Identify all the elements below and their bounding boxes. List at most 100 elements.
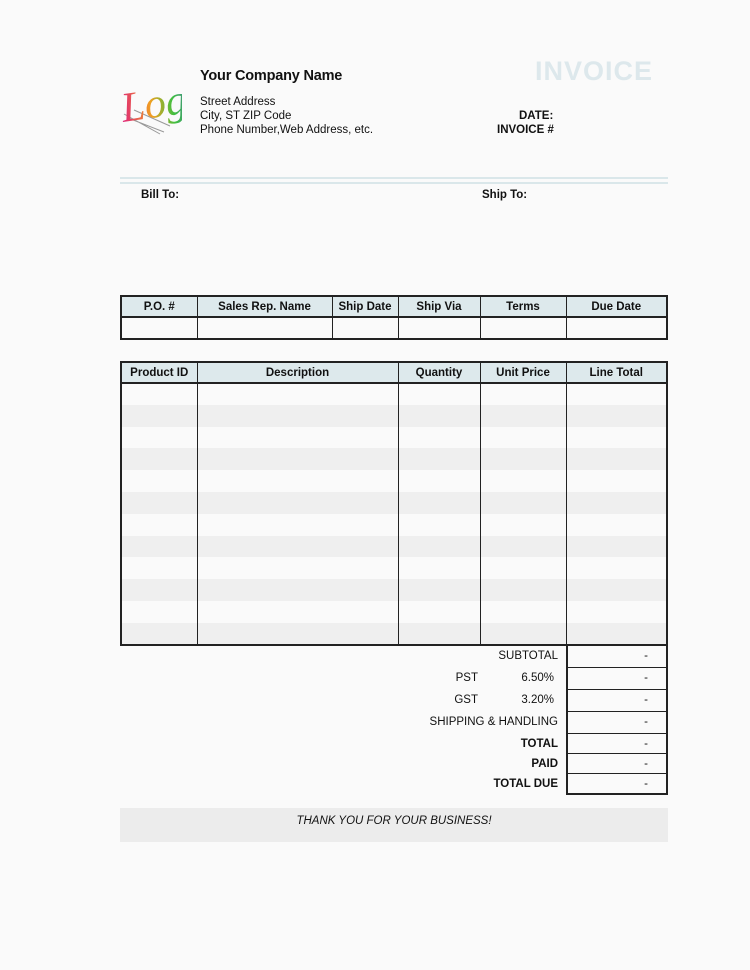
description-cell[interactable]: [196, 579, 399, 601]
invoice-title: INVOICE: [535, 56, 654, 86]
ship-date-cell[interactable]: [331, 316, 399, 340]
totals-row: TOTAL -: [120, 734, 668, 754]
line-total-cell[interactable]: [565, 448, 668, 471]
company-name: Your Company Name: [200, 68, 343, 84]
line-total-cell[interactable]: [565, 383, 668, 405]
unit-price-cell[interactable]: [479, 448, 567, 471]
due-date-cell[interactable]: [565, 316, 668, 340]
total-value: -: [566, 754, 668, 774]
header-sales-rep: Sales Rep. Name: [196, 295, 333, 318]
sales-rep-cell[interactable]: [196, 316, 333, 340]
unit-price-cell[interactable]: [479, 491, 567, 514]
product-id-cell[interactable]: [120, 404, 198, 427]
unit-price-cell[interactable]: [479, 470, 567, 492]
table-row: [120, 448, 668, 471]
table-row: [120, 316, 668, 340]
description-cell[interactable]: [196, 470, 399, 492]
product-id-cell[interactable]: [120, 448, 198, 471]
product-id-cell[interactable]: [120, 491, 198, 514]
product-id-cell[interactable]: [120, 600, 198, 623]
po-cell[interactable]: [120, 316, 198, 340]
quantity-cell[interactable]: [397, 600, 481, 623]
total-label: TOTAL: [520, 738, 558, 750]
unit-price-cell[interactable]: [479, 404, 567, 427]
totals-row: TOTAL DUE -: [120, 774, 668, 795]
quantity-cell[interactable]: [397, 491, 481, 514]
line-total-cell[interactable]: [565, 426, 668, 449]
line-total-cell[interactable]: [565, 535, 668, 558]
line-total-cell[interactable]: [565, 491, 668, 514]
product-id-cell[interactable]: [120, 470, 198, 492]
description-cell[interactable]: [196, 622, 399, 645]
thank-you-footer: THANK YOU FOR YOUR BUSINESS!: [120, 808, 668, 842]
header-ship-date: Ship Date: [331, 295, 399, 318]
header-terms: Terms: [479, 295, 567, 318]
unit-price-cell[interactable]: [479, 622, 567, 645]
description-cell[interactable]: [196, 600, 399, 623]
quantity-cell[interactable]: [397, 383, 481, 405]
description-cell[interactable]: [196, 491, 399, 514]
quantity-cell[interactable]: [397, 513, 481, 536]
contact-info: Phone Number,Web Address, etc.: [200, 124, 374, 136]
header-description: Description: [196, 361, 399, 384]
product-id-cell[interactable]: [120, 557, 198, 580]
line-total-cell[interactable]: [565, 579, 668, 601]
quantity-cell[interactable]: [397, 404, 481, 427]
table-row: [120, 470, 668, 492]
product-id-cell[interactable]: [120, 426, 198, 449]
table-row: [120, 600, 668, 623]
totals-row: SUBTOTAL -: [120, 646, 668, 668]
description-cell[interactable]: [196, 426, 399, 449]
header-line-total: Line Total: [565, 361, 668, 384]
line-total-cell[interactable]: [565, 404, 668, 427]
line-total-cell[interactable]: [565, 557, 668, 580]
unit-price-cell[interactable]: [479, 513, 567, 536]
product-id-cell[interactable]: [120, 579, 198, 601]
table-row: [120, 383, 668, 405]
ship-via-cell[interactable]: [397, 316, 481, 340]
quantity-cell[interactable]: [397, 557, 481, 580]
quantity-cell[interactable]: [397, 622, 481, 645]
description-cell[interactable]: [196, 535, 399, 558]
quantity-cell[interactable]: [397, 448, 481, 471]
unit-price-cell[interactable]: [479, 383, 567, 405]
total-value: -: [566, 734, 668, 754]
quantity-cell[interactable]: [397, 579, 481, 601]
line-total-cell[interactable]: [565, 470, 668, 492]
table-row: [120, 404, 668, 427]
quantity-cell[interactable]: [397, 426, 481, 449]
quantity-cell[interactable]: [397, 535, 481, 558]
terms-cell[interactable]: [479, 316, 567, 340]
header-product-id: Product ID: [120, 361, 198, 384]
rate: 6.50%: [521, 672, 554, 684]
line-total-cell[interactable]: [565, 513, 668, 536]
product-id-cell[interactable]: [120, 622, 198, 645]
line-total-cell[interactable]: [565, 622, 668, 645]
unit-price-cell[interactable]: [479, 426, 567, 449]
unit-price-cell[interactable]: [479, 579, 567, 601]
date-label: DATE:: [519, 110, 554, 122]
totals-row: SHIPPING & HANDLING -: [120, 712, 668, 734]
description-cell[interactable]: [196, 448, 399, 471]
line-total-cell[interactable]: [565, 600, 668, 623]
table-row: [120, 579, 668, 601]
total-value: -: [566, 712, 668, 734]
table-row: [120, 622, 668, 645]
divider: [120, 182, 668, 184]
unit-price-cell[interactable]: [479, 535, 567, 558]
description-cell[interactable]: [196, 404, 399, 427]
unit-price-cell[interactable]: [479, 557, 567, 580]
product-id-cell[interactable]: [120, 535, 198, 558]
description-cell[interactable]: [196, 383, 399, 405]
bill-to-label: Bill To:: [141, 189, 180, 201]
order-table: P.O. # Sales Rep. Name Ship Date Ship Vi…: [120, 295, 668, 340]
quantity-cell[interactable]: [397, 470, 481, 492]
items-table: Product ID Description Quantity Unit Pri…: [120, 361, 668, 646]
description-cell[interactable]: [196, 557, 399, 580]
header-ship-via: Ship Via: [397, 295, 481, 318]
product-id-cell[interactable]: [120, 383, 198, 405]
product-id-cell[interactable]: [120, 513, 198, 536]
unit-price-cell[interactable]: [479, 600, 567, 623]
description-cell[interactable]: [196, 513, 399, 536]
total-label: SUBTOTAL: [498, 650, 558, 662]
